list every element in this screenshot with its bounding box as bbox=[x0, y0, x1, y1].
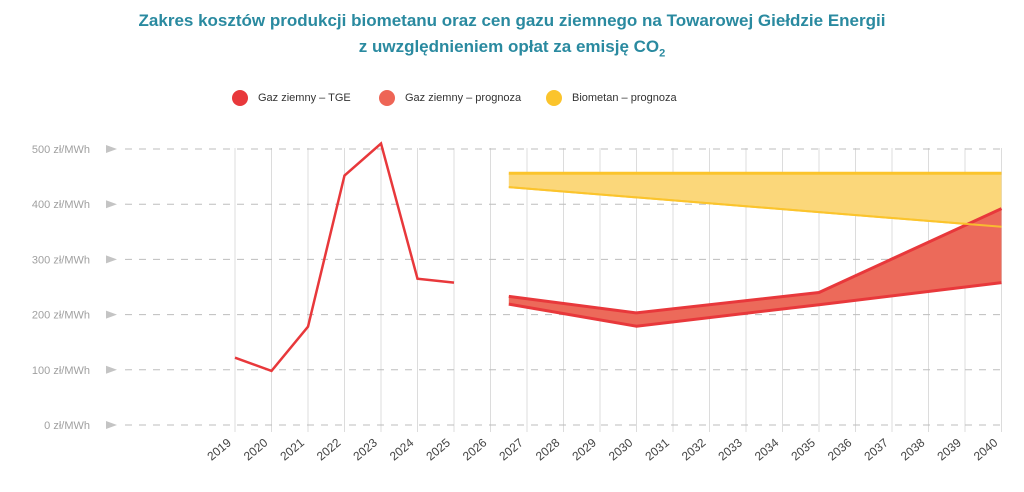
x-tick-label-2039: 2039 bbox=[934, 435, 964, 463]
x-tick-label-2038: 2038 bbox=[898, 435, 928, 463]
y-tick-label-0: 0 zł/MWh bbox=[44, 420, 90, 432]
y-tick-arrow-0 bbox=[106, 421, 117, 429]
legend-item-gas-tge: Gaz ziemny – TGE bbox=[232, 90, 351, 106]
legend: Gaz ziemny – TGE Gaz ziemny – prognoza B… bbox=[0, 90, 1024, 112]
legend-item-biomethane-forecast: Biometan – prognoza bbox=[546, 90, 677, 106]
x-tick-label-2033: 2033 bbox=[715, 435, 745, 463]
x-tick-label-2032: 2032 bbox=[679, 435, 709, 463]
gas-forecast-range-band bbox=[508, 208, 1002, 327]
legend-label-gas-forecast: Gaz ziemny – prognoza bbox=[405, 92, 522, 104]
x-tick-label-2034: 2034 bbox=[752, 435, 782, 463]
biomethane-range-band bbox=[508, 173, 1002, 227]
x-tick-label-2030: 2030 bbox=[606, 435, 636, 463]
chart-title-line-1: Zakres kosztów produkcji biometanu oraz … bbox=[138, 11, 886, 30]
chart-title-line-2: z uwzględnieniem opłat za emisję CO2 bbox=[0, 34, 1024, 66]
x-tick-label-2028: 2028 bbox=[533, 435, 563, 463]
y-tick-label-500: 500 zł/MWh bbox=[32, 144, 90, 156]
y-tick-label-200: 200 zł/MWh bbox=[32, 310, 90, 322]
x-tick-label-2037: 2037 bbox=[861, 435, 891, 463]
gas-forecast-upper-line bbox=[508, 207, 1003, 315]
y-tick-arrow-200 bbox=[106, 310, 117, 319]
x-tick-label-2023: 2023 bbox=[350, 435, 380, 463]
gas-forecast-lower-line bbox=[508, 281, 1002, 328]
x-tick-label-2036: 2036 bbox=[825, 435, 855, 463]
legend-swatch-biomethane-forecast bbox=[546, 90, 562, 106]
x-tick-label-2035: 2035 bbox=[788, 435, 818, 463]
x-tick-label-2019: 2019 bbox=[204, 435, 234, 463]
y-tick-label-300: 300 zł/MWh bbox=[32, 254, 90, 266]
legend-swatch-gas-tge bbox=[232, 90, 248, 106]
chart-title-line-2-text: z uwzględnieniem opłat za emisję CO bbox=[358, 37, 660, 56]
x-tick-label-2040: 2040 bbox=[971, 435, 1001, 463]
biomethane-lower-line-overlay bbox=[508, 186, 1002, 228]
y-tick-arrow-100 bbox=[106, 365, 117, 374]
legend-label-biomethane-forecast: Biometan – prognoza bbox=[572, 92, 677, 104]
legend-item-gas-forecast: Gaz ziemny – prognoza bbox=[379, 90, 521, 106]
x-tick-label-2029: 2029 bbox=[569, 435, 599, 463]
x-tick-label-2026: 2026 bbox=[460, 435, 490, 463]
y-tick-arrow-400 bbox=[106, 200, 117, 209]
x-tick-label-2022: 2022 bbox=[314, 435, 344, 463]
y-tick-label-100: 100 zł/MWh bbox=[32, 365, 90, 377]
x-tick-label-2025: 2025 bbox=[423, 435, 453, 463]
y-tick-arrow-500 bbox=[106, 145, 117, 153]
legend-label-gas-tge: Gaz ziemny – TGE bbox=[258, 92, 351, 104]
chart-title: Zakres kosztów produkcji biometanu oraz … bbox=[0, 8, 1024, 66]
legend-swatch-gas-forecast bbox=[379, 90, 395, 106]
x-tick-label-2020: 2020 bbox=[241, 435, 271, 463]
y-tick-label-400: 400 zł/MWh bbox=[32, 199, 90, 211]
x-tick-label-2031: 2031 bbox=[642, 435, 672, 463]
x-tick-label-2027: 2027 bbox=[496, 435, 526, 463]
x-tick-label-2024: 2024 bbox=[387, 435, 417, 463]
x-tick-label-2021: 2021 bbox=[277, 435, 307, 463]
y-tick-arrow-300 bbox=[106, 255, 117, 264]
chart-title-subscript: 2 bbox=[659, 47, 666, 60]
